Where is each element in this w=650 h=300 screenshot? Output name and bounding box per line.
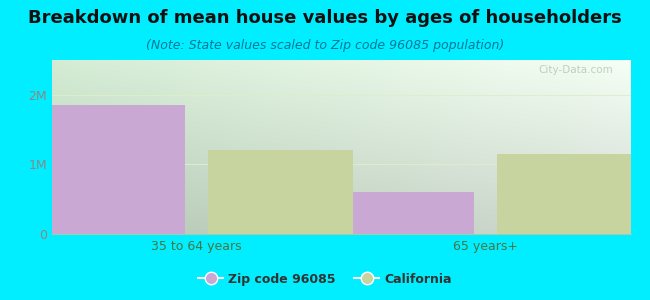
Text: City-Data.com: City-Data.com	[538, 65, 613, 75]
Text: (Note: State values scaled to Zip code 96085 population): (Note: State values scaled to Zip code 9…	[146, 39, 504, 52]
Bar	[40, 105, 185, 234]
Text: Breakdown of mean house values by ages of householders: Breakdown of mean house values by ages o…	[28, 9, 622, 27]
Bar	[330, 192, 474, 234]
Bar	[497, 154, 642, 234]
Bar	[208, 151, 353, 234]
Legend: Zip code 96085, California: Zip code 96085, California	[193, 268, 457, 291]
